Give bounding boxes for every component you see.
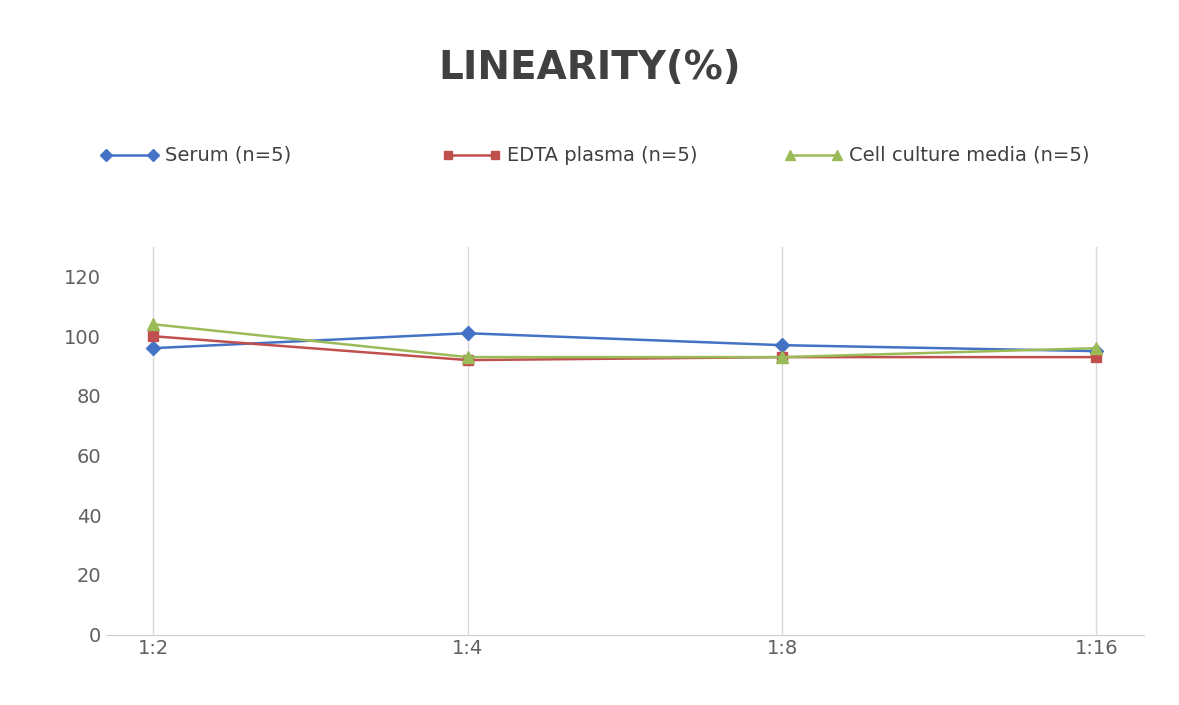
EDTA plasma (n=5) (461, 356, 475, 364)
EDTA plasma (n=5) (775, 353, 789, 362)
Cell culture media (n=5) (461, 353, 475, 362)
Serum (n=5) (461, 329, 475, 338)
Cell culture media (n=5) (775, 353, 789, 362)
Line: Cell culture media (n=5): Cell culture media (n=5) (147, 318, 1102, 363)
Serum (n=5) (146, 344, 160, 352)
EDTA plasma (n=5) (1089, 353, 1104, 362)
Text: EDTA plasma (n=5): EDTA plasma (n=5) (507, 146, 698, 164)
Text: Cell culture media (n=5): Cell culture media (n=5) (849, 146, 1089, 164)
Serum (n=5) (775, 341, 789, 350)
Text: LINEARITY(%): LINEARITY(%) (439, 49, 740, 87)
Serum (n=5) (1089, 347, 1104, 355)
Text: Serum (n=5): Serum (n=5) (165, 146, 291, 164)
EDTA plasma (n=5) (146, 332, 160, 341)
Line: EDTA plasma (n=5): EDTA plasma (n=5) (149, 331, 1101, 365)
Line: Serum (n=5): Serum (n=5) (149, 329, 1101, 356)
Cell culture media (n=5) (146, 320, 160, 329)
Cell culture media (n=5) (1089, 344, 1104, 352)
